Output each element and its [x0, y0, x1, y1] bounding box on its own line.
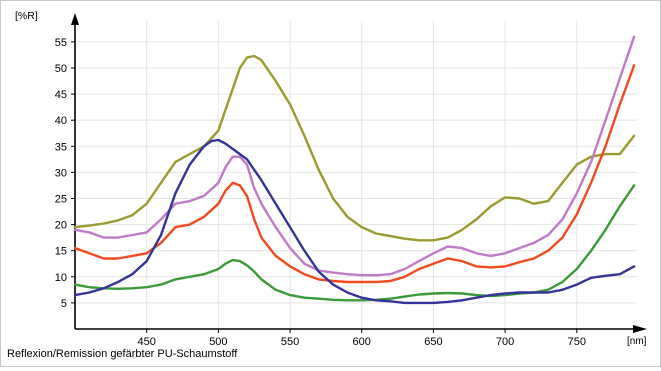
grid	[75, 21, 637, 329]
y-tick-label: 35	[55, 141, 67, 153]
x-tick-label: 750	[568, 336, 586, 348]
y-tick-label: 5	[61, 298, 67, 310]
series-line-5	[73, 138, 636, 305]
y-tick-label: 50	[55, 63, 67, 75]
x-tick-labels: 450 500 550 600 650 700 750	[138, 329, 586, 348]
series-lines	[73, 35, 636, 305]
x-axis-label: [nm]	[627, 336, 647, 347]
y-tick-label: 55	[55, 37, 67, 49]
y-tick-labels: 5 10 15 20 25 30 35 40 45 50 55	[55, 37, 75, 310]
x-tick-label: 550	[281, 336, 299, 348]
series-line-1	[73, 54, 636, 242]
x-tick-label: 650	[424, 336, 442, 348]
x-tick-label: 700	[496, 336, 514, 348]
series-line-2	[73, 35, 636, 277]
x-tick-label: 600	[353, 336, 371, 348]
y-axis-label: [%R]	[15, 10, 38, 22]
y-tick-label: 10	[55, 272, 67, 284]
y-axis-arrow	[71, 13, 79, 25]
y-tick-label: 40	[55, 115, 67, 127]
y-tick-label: 25	[55, 193, 67, 205]
x-axis-arrow	[633, 325, 647, 333]
y-tick-label: 20	[55, 220, 67, 232]
y-tick-label: 15	[55, 246, 67, 258]
y-tick-label: 45	[55, 89, 67, 101]
x-tick-label: 450	[138, 336, 156, 348]
axes	[71, 13, 647, 333]
series-line-3	[73, 64, 636, 284]
x-tick-label: 500	[209, 336, 227, 348]
chart-caption: Reflexion/Remission gefärbter PU-Schaums…	[7, 348, 238, 360]
y-tick-label: 30	[55, 167, 67, 179]
